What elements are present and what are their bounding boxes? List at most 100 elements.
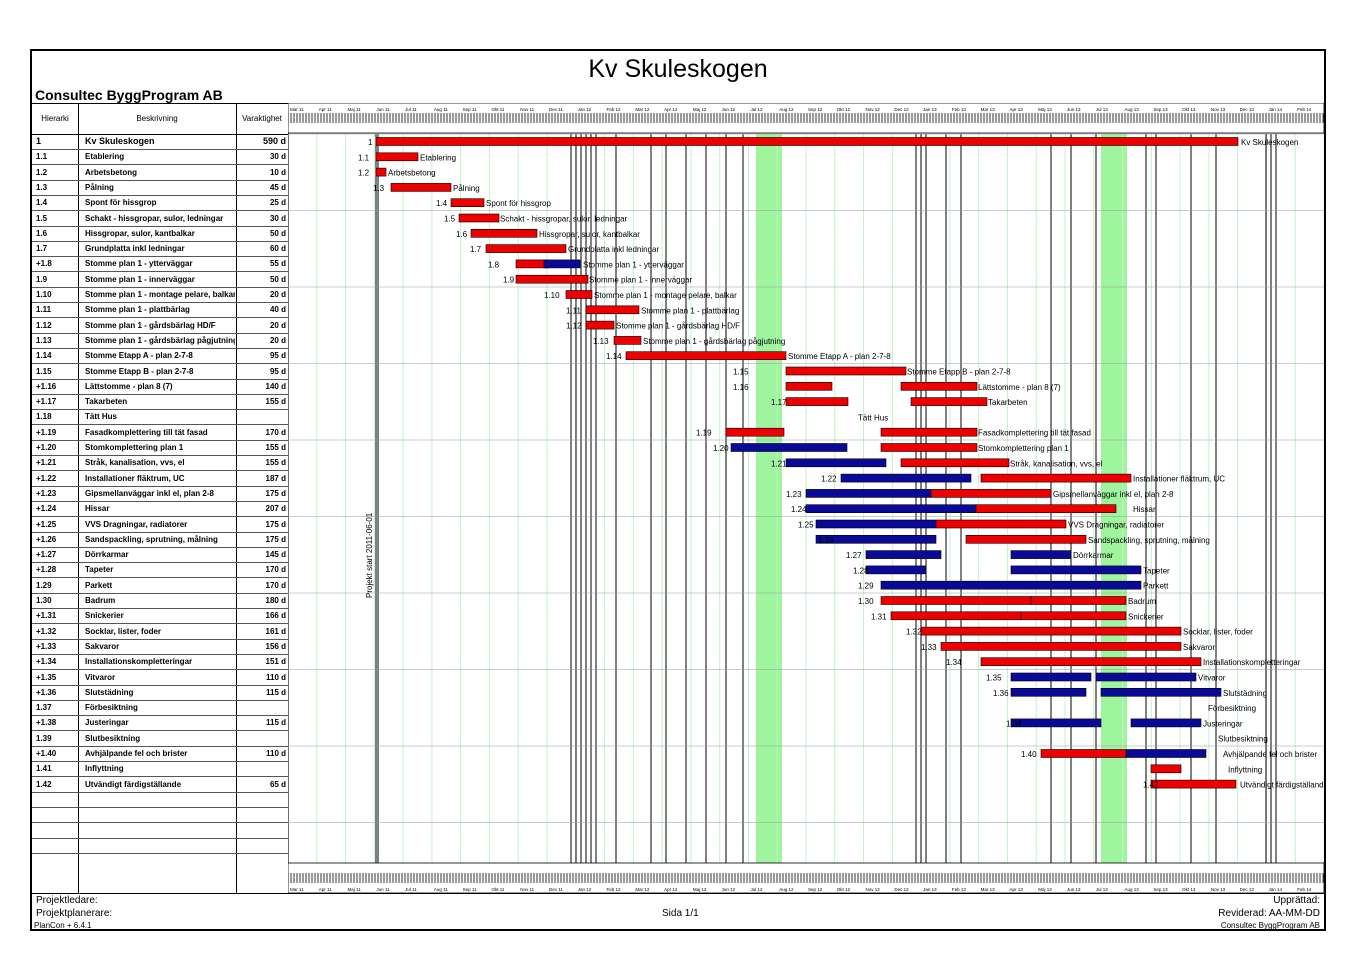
- bar-name-label: Stomme plan 1 - montage pelare, balkar: [594, 291, 737, 300]
- table-row: +1.19 Fasadkomplettering till tät fasad 17…: [32, 425, 288, 441]
- bar-id-label: 1.32: [906, 628, 922, 637]
- table-row: +1.27 Dörrkarmar 145 d: [32, 547, 288, 564]
- task-id: +1.40: [36, 749, 57, 758]
- task-duration: 110 d: [265, 749, 286, 758]
- bar-name-label: Arbetsbetong: [388, 169, 436, 178]
- bar-id-label: 1.33: [921, 643, 937, 652]
- month-label: Mar 12: [635, 107, 650, 112]
- task-bar: [900, 458, 1010, 468]
- task-duration: 30 d: [269, 152, 286, 162]
- month-label: Dec 13: [1240, 107, 1255, 112]
- bar-id-label: 1.16: [733, 383, 749, 392]
- table-row: 1.6 Hissgropar, sulor, kantbalkar 50 d: [32, 226, 288, 242]
- table-row: +1.38 Justeringar 115 d: [32, 715, 288, 732]
- task-name: Tätt Hus: [85, 412, 117, 422]
- task-bar: [785, 381, 833, 391]
- bar-name-label: Badrum: [1128, 597, 1156, 606]
- month-label: Aug 13: [1125, 107, 1140, 112]
- project-start-label: Projekt start 2011-06-01: [365, 512, 374, 598]
- task-duration: 45 d: [269, 182, 286, 192]
- task-duration: 115 d: [265, 718, 286, 728]
- task-name: VVS Dragningar, radiatorer: [85, 519, 188, 529]
- task-name: Stomme plan 1 - innerväggar: [85, 274, 195, 284]
- task-bar: [390, 183, 452, 192]
- bar-name-label: Stomme plan 1 - ytterväggar: [583, 260, 684, 269]
- month-label: Okt 11: [491, 107, 504, 112]
- task-bar: [1010, 550, 1072, 559]
- task-bar: [930, 489, 1052, 498]
- task-id: 1.1: [36, 152, 48, 162]
- task-bar: [910, 397, 988, 406]
- task-bar: [1030, 596, 1127, 605]
- task-name: Förbesiktning: [85, 703, 138, 713]
- task-name: Vitvaror: [85, 672, 116, 682]
- task-id: 1.6: [36, 228, 48, 238]
- month-label: Dec 12: [894, 107, 909, 112]
- task-bar: [1100, 687, 1222, 697]
- bar-name-label: Avhjälpande fel och brister: [1223, 750, 1317, 759]
- task-bar: [1010, 565, 1142, 575]
- table-row: +1.23 Gipsmellanväggar inkl el, plan 2-8 1…: [32, 486, 288, 502]
- month-label: Maj 12: [693, 887, 707, 892]
- bar-name-label: Dörrkarmar: [1073, 551, 1114, 560]
- month-label: Nov 13: [1211, 107, 1226, 112]
- table-row: 1.4 Spont för hissgrop 25 d: [32, 195, 288, 212]
- task-id: +1.33: [36, 641, 57, 651]
- task-name: Stomkomplettering plan 1: [85, 443, 184, 452]
- column-header-duration: Varaktighet: [242, 114, 282, 123]
- column-header-hierarchy: Hierarki: [41, 114, 69, 123]
- month-label: Maj 12: [693, 107, 707, 112]
- task-name: Dörrkarmar: [85, 550, 129, 560]
- task-name: Installationskompletteringar: [85, 657, 193, 667]
- task-id: +1.32: [36, 626, 57, 636]
- month-label: Feb 12: [607, 107, 622, 112]
- month-label: Jul 11: [405, 107, 417, 112]
- month-label: Okt 12: [837, 887, 851, 892]
- month-label: Jan 13: [923, 107, 937, 112]
- footer-version: PlanCon + 6.4.1: [34, 921, 92, 930]
- task-id: 1.7: [36, 244, 48, 254]
- task-duration: 151 d: [265, 657, 286, 667]
- month-label: Apr 12: [664, 107, 678, 112]
- task-bar: [565, 290, 593, 299]
- bar-id-label: 1.17: [771, 398, 787, 407]
- task-id: 1.37: [36, 703, 52, 713]
- task-name: Slutbesiktning: [85, 733, 141, 743]
- month-label: Jan 12: [578, 887, 592, 892]
- task-id: 1.10: [36, 290, 52, 299]
- task-duration: 25 d: [269, 198, 286, 208]
- month-label: Jan 13: [923, 887, 937, 892]
- bar-name-label: Takarbeten: [988, 398, 1028, 407]
- task-id: +1.16: [36, 381, 57, 391]
- month-label: Maj 11: [348, 107, 362, 112]
- task-bar: [785, 458, 887, 468]
- task-bar: [613, 336, 642, 345]
- table-row: 1.10 Stomme plan 1 - montage pelare, balk…: [32, 287, 288, 303]
- task-name: Stomme plan 1 - gårdsbärlag HD/F: [85, 320, 216, 330]
- table-row: 1 Kv Skuleskogen 590 d: [32, 134, 288, 150]
- holiday-band: [756, 134, 782, 893]
- bar-name-label: Fasadkomplettering till tät fasad: [978, 429, 1091, 438]
- bar-id-label: 1.31: [871, 612, 887, 621]
- bar-name-label: Tapeter: [1143, 566, 1170, 575]
- task-bar: [375, 137, 1239, 146]
- bar-name-label: Slutbesiktning: [1218, 735, 1268, 744]
- task-bar: [865, 550, 942, 559]
- task-name: Stomme plan 1 - montage pelare, balkar: [85, 290, 235, 299]
- task-bar: [935, 519, 1067, 529]
- task-duration: 207 d: [265, 504, 286, 514]
- bar-id-label: 1.19: [696, 429, 712, 438]
- task-name: Stomme plan 1 - ytterväggar: [85, 259, 193, 269]
- task-bar: [1130, 718, 1202, 728]
- bar-id-label: 1.40: [1021, 750, 1037, 759]
- month-label: Jul 13: [1096, 107, 1109, 112]
- bar-name-label: Stomme plan 1 - gårdsbärlag HD/F: [616, 322, 740, 331]
- task-name: Parkett: [85, 580, 113, 590]
- bar-id-label: 1.1: [358, 153, 370, 162]
- task-duration: 155 d: [265, 458, 286, 468]
- bar-id-label: 1.38: [1006, 719, 1022, 728]
- task-id: 1.18: [36, 412, 52, 422]
- bar-id-label: 1.15: [733, 368, 749, 377]
- table-row: +1.25 VVS Dragningar, radiatorer 175 d: [32, 517, 288, 533]
- month-label: Maj 13: [1038, 107, 1052, 112]
